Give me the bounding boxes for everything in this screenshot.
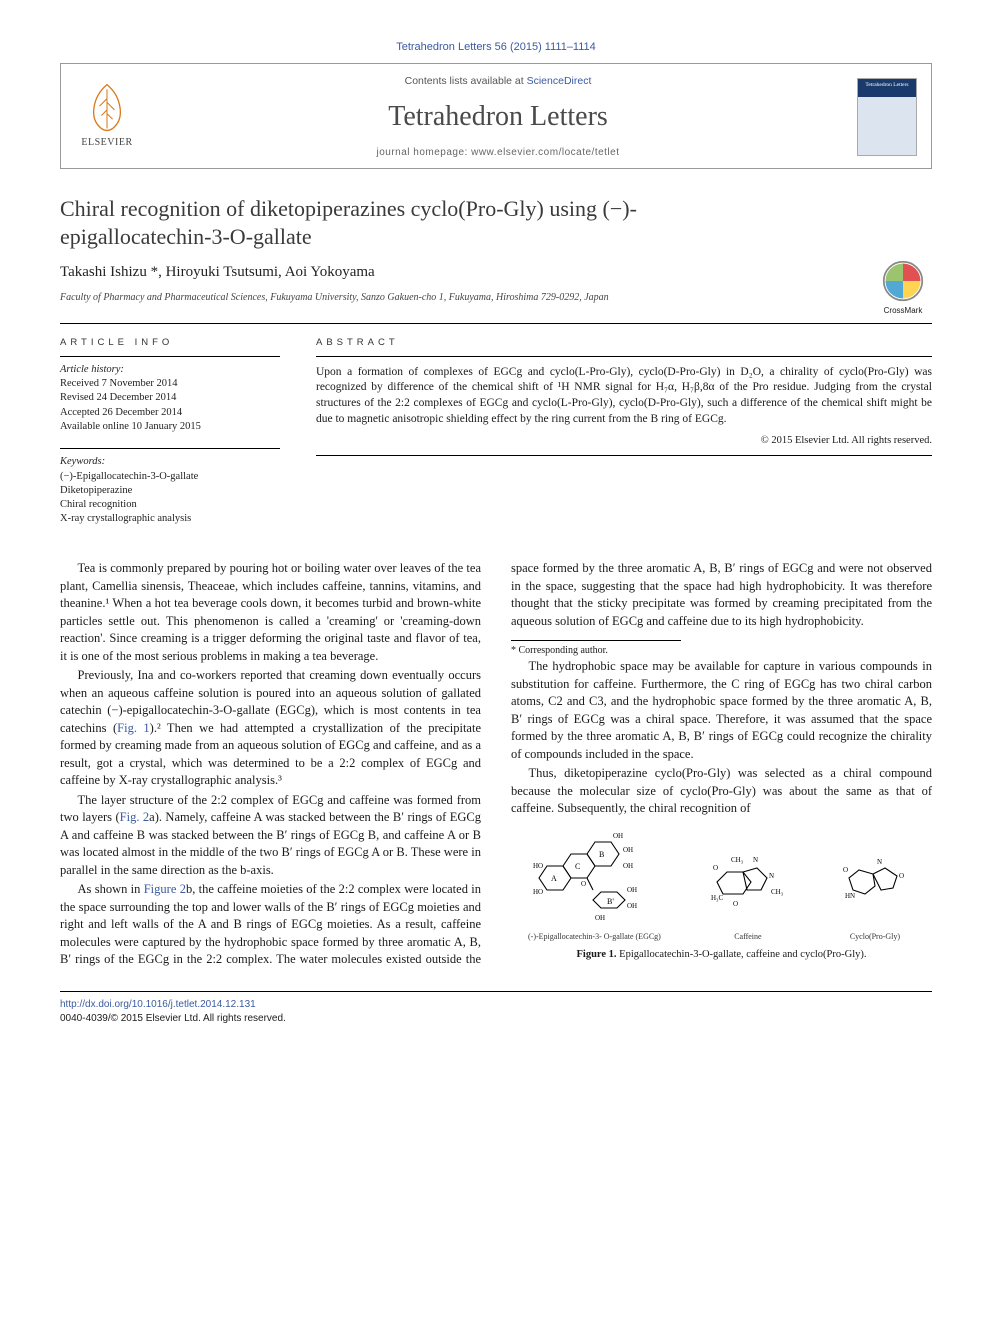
history-label: Article history: — [60, 363, 280, 378]
structure-cyclo: O HN N O Cyclo(Pro-Gly) — [835, 848, 915, 942]
keywords-label: Keywords: — [60, 455, 280, 470]
article-info-column: ARTICLE INFO Article history: Received 7… — [60, 324, 280, 526]
journal-reference: Tetrahedron Letters 56 (2015) 1111–1114 — [60, 40, 932, 55]
svg-text:O: O — [733, 900, 738, 908]
journal-homepage: journal homepage: www.elsevier.com/locat… — [157, 146, 839, 160]
body-paragraph: Thus, diketopiperazine cyclo(Pro-Gly) wa… — [511, 765, 932, 818]
article-history-block: Article history: Received 7 November 201… — [60, 356, 280, 434]
keyword: X-ray crystallographic analysis — [60, 512, 280, 526]
figure-caption-text: Epigallocatechin-3-O-gallate, caffeine a… — [617, 949, 867, 960]
issn-copyright: 0040-4039/© 2015 Elsevier Ltd. All right… — [60, 1012, 932, 1026]
abstract-text: Upon a formation of complexes of EGCg an… — [316, 365, 932, 428]
body-paragraph: The hydrophobic space may be available f… — [511, 658, 932, 763]
svg-text:OH: OH — [627, 886, 637, 894]
keyword: (−)-Epigallocatechin-3-O-gallate — [60, 470, 280, 484]
header-center: Contents lists available at ScienceDirec… — [157, 74, 839, 160]
journal-name: Tetrahedron Letters — [157, 97, 839, 136]
svg-text:A: A — [551, 874, 557, 883]
svg-text:B': B' — [607, 897, 614, 906]
info-abstract-row: ARTICLE INFO Article history: Received 7… — [60, 323, 932, 526]
authors: Takashi Ishizu *, Hiroyuki Tsutsumi, Aoi… — [60, 262, 932, 283]
doi-link[interactable]: http://dx.doi.org/10.1016/j.tetlet.2014.… — [60, 998, 932, 1012]
affiliation: Faculty of Pharmacy and Pharmaceutical S… — [60, 291, 932, 305]
svg-text:OH: OH — [595, 914, 605, 922]
elsevier-logo[interactable]: ELSEVIER — [75, 80, 139, 154]
svg-text:OH: OH — [623, 862, 633, 870]
crossmark-icon — [882, 260, 924, 302]
svg-text:CH₃: CH₃ — [731, 856, 744, 864]
svg-text:N: N — [753, 856, 758, 864]
page-footer: http://dx.doi.org/10.1016/j.tetlet.2014.… — [60, 991, 932, 1026]
svg-text:N: N — [769, 872, 774, 880]
history-line: Revised 24 December 2014 — [60, 391, 280, 405]
crossmark-badge[interactable]: CrossMark — [874, 260, 932, 316]
homepage-prefix: journal homepage: — [376, 147, 471, 158]
body-paragraph: Tea is commonly prepared by pouring hot … — [60, 560, 481, 665]
contents-available-line: Contents lists available at ScienceDirec… — [157, 74, 839, 89]
svg-text:OH: OH — [613, 832, 623, 840]
elsevier-label: ELSEVIER — [81, 136, 132, 150]
svg-text:HO: HO — [533, 888, 543, 896]
keywords-block: Keywords: (−)-Epigallocatechin-3-O-galla… — [60, 448, 280, 526]
structure-egcg: A C B B' HO HO OH OH OH OH OH OH — [528, 828, 661, 942]
abstract-rule-bottom — [316, 455, 932, 456]
history-line: Available online 10 January 2015 — [60, 420, 280, 434]
body-span: As shown in — [78, 882, 144, 896]
svg-text:CH₃: CH₃ — [771, 888, 784, 896]
figure-link[interactable]: Figure 2 — [144, 882, 186, 896]
structure-label: Caffeine — [703, 931, 793, 942]
svg-text:C: C — [575, 862, 580, 871]
svg-text:HN: HN — [845, 892, 855, 900]
contents-prefix: Contents lists available at — [405, 75, 527, 87]
article-title: Chiral recognition of diketopiperazines … — [60, 195, 780, 250]
svg-text:O: O — [899, 872, 904, 880]
homepage-url[interactable]: www.elsevier.com/locate/tetlet — [471, 147, 619, 158]
journal-cover-thumbnail[interactable] — [857, 78, 917, 156]
svg-text:OH: OH — [627, 902, 637, 910]
figure-link[interactable]: Fig. 1 — [117, 721, 150, 735]
sciencedirect-link[interactable]: ScienceDirect — [527, 75, 592, 87]
figure-1-structures: A C B B' HO HO OH OH OH OH OH OH — [511, 828, 932, 942]
svg-text:H₃C: H₃C — [711, 894, 723, 902]
abstract-heading: ABSTRACT — [316, 336, 932, 349]
svg-text:OH: OH — [623, 846, 633, 854]
body-text: Tea is commonly prepared by pouring hot … — [60, 560, 932, 969]
figure-1: A C B B' HO HO OH OH OH OH OH OH — [511, 828, 932, 963]
article-info-heading: ARTICLE INFO — [60, 336, 280, 349]
crossmark-label: CrossMark — [874, 305, 932, 316]
body-paragraph: The layer structure of the 2:2 complex o… — [60, 792, 481, 880]
structure-caffeine: O H₃C CH₃ N N CH₃ O Caffeine — [703, 848, 793, 942]
svg-text:N: N — [877, 858, 882, 866]
tree-icon — [79, 80, 135, 136]
svg-text:O: O — [713, 864, 718, 872]
figure-1-caption: Figure 1. Epigallocatechin-3-O-gallate, … — [511, 948, 932, 963]
abstract-copyright: © 2015 Elsevier Ltd. All rights reserved… — [316, 434, 932, 449]
svg-text:B: B — [599, 850, 604, 859]
history-line: Received 7 November 2014 — [60, 377, 280, 391]
svg-text:O: O — [843, 866, 848, 874]
structure-label: Cyclo(Pro-Gly) — [835, 931, 915, 942]
figure-number: Figure 1. — [576, 949, 616, 960]
keyword: Diketopiperazine — [60, 484, 280, 498]
svg-text:HO: HO — [533, 862, 543, 870]
body-paragraph: Previously, Ina and co-workers reported … — [60, 667, 481, 790]
corresponding-author-note: * Corresponding author. — [511, 640, 681, 658]
abstract-column: ABSTRACT Upon a formation of complexes o… — [316, 324, 932, 526]
keyword: Chiral recognition — [60, 498, 280, 512]
history-line: Accepted 26 December 2014 — [60, 406, 280, 420]
abstract-rule — [316, 356, 932, 357]
journal-header: ELSEVIER Contents lists available at Sci… — [60, 63, 932, 169]
structure-label: (-)-Epigallocatechin-3- O-gallate (EGCg) — [528, 931, 661, 942]
svg-text:O: O — [581, 880, 586, 888]
figure-link[interactable]: Fig. 2 — [120, 810, 150, 824]
